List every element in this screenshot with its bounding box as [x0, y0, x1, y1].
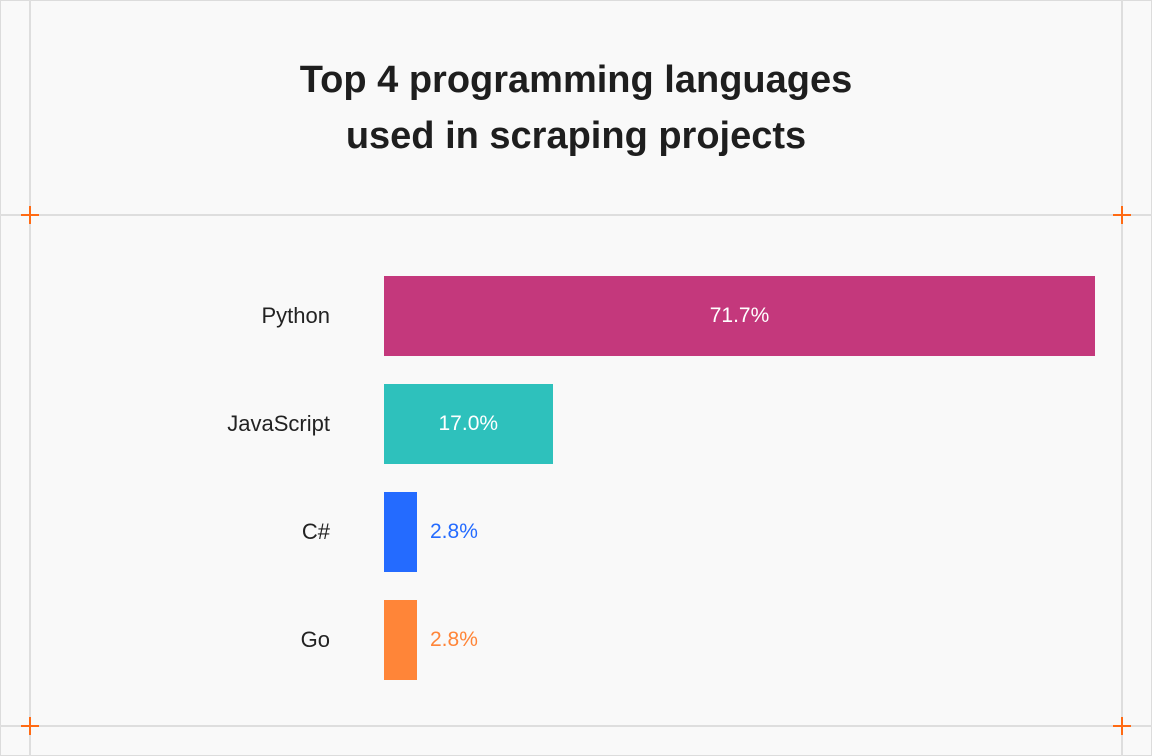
category-label: C#: [301, 519, 330, 544]
bar-go: [384, 600, 417, 680]
guide-line-right: [1121, 0, 1123, 756]
category-label: Go: [300, 627, 330, 652]
data-label: 2.8%: [430, 520, 478, 543]
corner-plus-icon: [1113, 717, 1131, 735]
chart-title-line-1: Top 4 programming languages: [299, 59, 853, 101]
chart-title-line-2: used in scraping projects: [345, 115, 807, 157]
chart-title: Top 4 programming languages used in scra…: [0, 52, 1152, 164]
corner-plus-icon: [21, 206, 39, 224]
category-label: Python: [261, 303, 331, 328]
data-label: 17.0%: [438, 412, 499, 435]
guide-line-bottom: [0, 725, 1152, 727]
corner-plus-icon: [21, 717, 39, 735]
data-label: 2.8%: [430, 628, 478, 651]
guide-line-left: [29, 0, 31, 756]
bar-javascript: [384, 384, 553, 464]
bar-c: [384, 492, 417, 572]
guide-line-top: [0, 214, 1152, 216]
data-label: 71.7%: [709, 304, 770, 327]
category-label: JavaScript: [227, 411, 330, 436]
bar-python: [384, 276, 1095, 356]
corner-plus-icon: [1113, 206, 1131, 224]
